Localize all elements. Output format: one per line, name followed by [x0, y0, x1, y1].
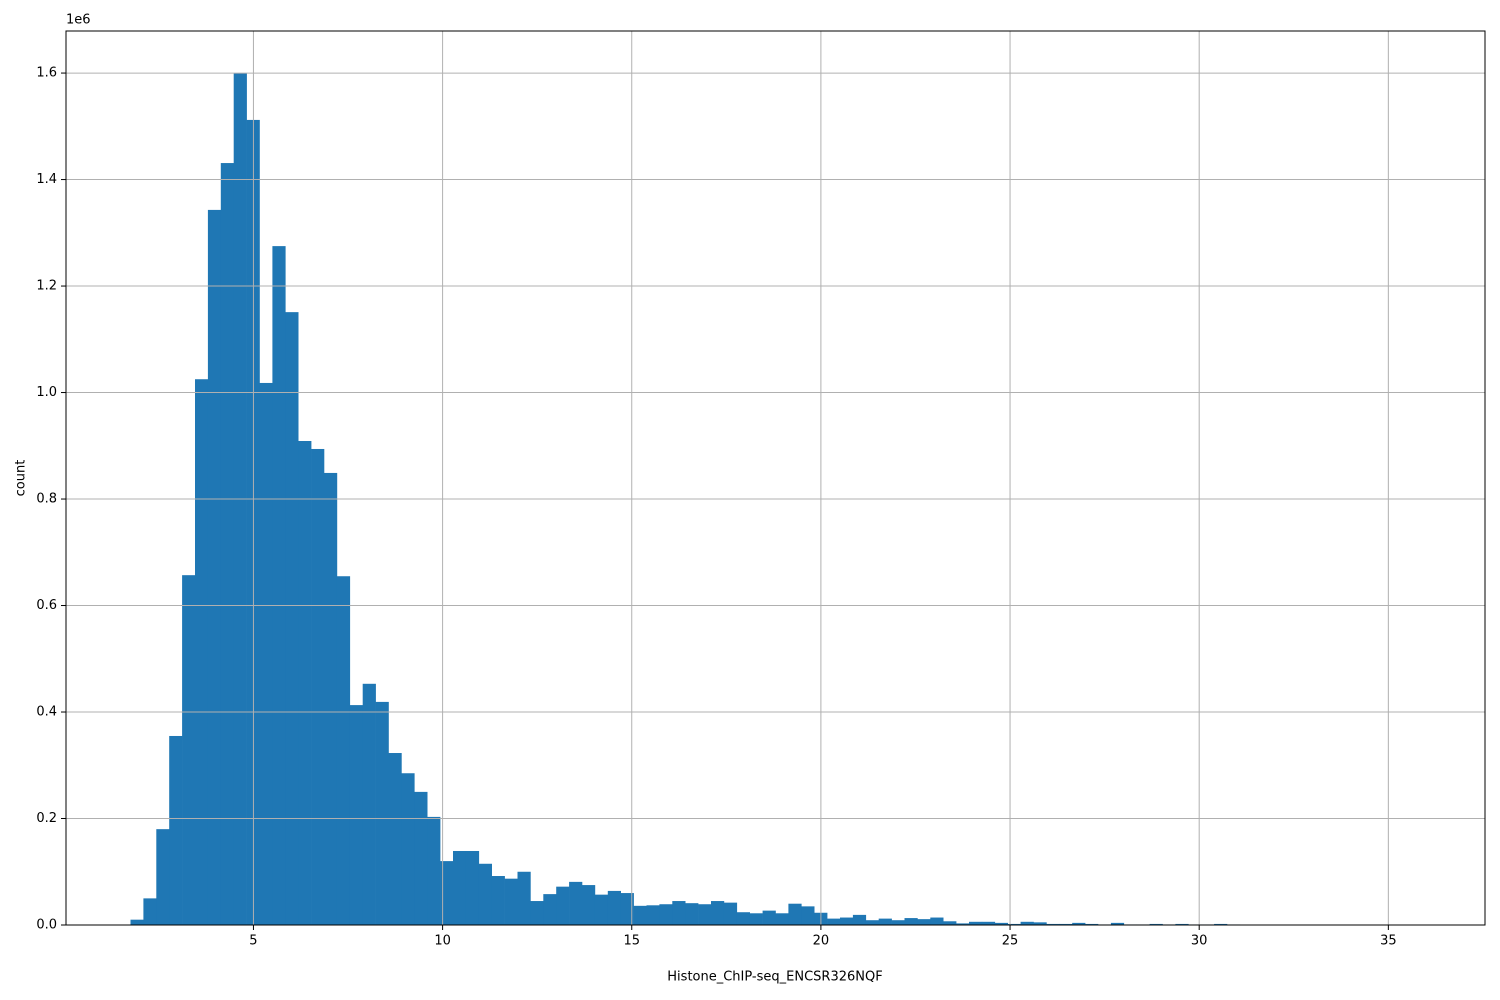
- bar: [736, 912, 750, 925]
- y-tick-label: 1.2: [36, 279, 57, 294]
- y-tick-label: 1.4: [36, 172, 57, 187]
- x-tick-label: 30: [1191, 934, 1208, 949]
- bar: [865, 920, 879, 925]
- bar: [349, 705, 363, 925]
- bar: [594, 894, 609, 925]
- bar: [698, 904, 712, 925]
- bar: [336, 576, 351, 925]
- bar: [169, 735, 183, 925]
- bar: [878, 918, 892, 925]
- bar: [582, 885, 596, 925]
- y-tick-label: 0.0: [36, 918, 57, 933]
- bar: [569, 881, 583, 925]
- bar: [530, 901, 544, 925]
- bar: [298, 440, 312, 925]
- bar: [285, 312, 299, 925]
- bar: [723, 902, 738, 925]
- bar: [375, 701, 389, 925]
- bar: [478, 863, 492, 925]
- bar: [1149, 923, 1163, 925]
- x-tick-label: 15: [623, 934, 640, 949]
- x-tick-label: 25: [1002, 934, 1019, 949]
- bar: [685, 903, 699, 925]
- bar: [943, 921, 957, 925]
- bar: [362, 683, 376, 925]
- bar: [440, 861, 454, 925]
- bar: [324, 472, 338, 925]
- bar: [788, 903, 802, 925]
- bar: [543, 894, 557, 925]
- bar: [556, 886, 570, 925]
- y-tick-label: 0.6: [36, 598, 57, 613]
- bar: [1007, 923, 1021, 925]
- bar: [1214, 923, 1228, 925]
- bar: [220, 163, 234, 925]
- bar: [801, 906, 815, 925]
- bar: [956, 923, 970, 925]
- bar: [891, 920, 905, 925]
- bar: [259, 382, 273, 925]
- y-tick-label: 0.4: [36, 705, 57, 720]
- bar: [1072, 922, 1086, 925]
- y-tick-label: 1.0: [36, 385, 57, 400]
- bar: [156, 829, 170, 925]
- bar: [994, 922, 1008, 925]
- bar: [401, 773, 415, 925]
- bar: [182, 575, 196, 925]
- bar: [633, 905, 647, 925]
- bar: [1110, 922, 1125, 925]
- bar: [607, 890, 621, 925]
- plot-area: [66, 31, 1485, 926]
- bar: [672, 901, 686, 925]
- y-tick-label: 1.6: [36, 66, 57, 81]
- bar: [414, 791, 428, 925]
- bar: [1033, 922, 1047, 925]
- bar: [852, 914, 867, 925]
- axes-frame: [65, 30, 1486, 926]
- x-axis-label: Histone_ChIP-seq_ENCSR326NQF: [667, 970, 882, 985]
- bar: [465, 850, 480, 925]
- bar: [427, 816, 441, 925]
- bar: [762, 910, 776, 925]
- bar: [311, 448, 325, 925]
- bar: [1175, 923, 1189, 925]
- bar: [827, 918, 841, 925]
- bar: [207, 209, 222, 925]
- bar: [195, 379, 209, 925]
- bar: [491, 876, 505, 925]
- y-offset-label: 1e6: [66, 13, 91, 28]
- bar: [749, 913, 763, 925]
- x-tick-label: 5: [249, 934, 257, 949]
- x-tick-label: 35: [1380, 934, 1397, 949]
- x-tick-label: 20: [813, 934, 830, 949]
- bar: [1046, 923, 1060, 925]
- bar: [620, 893, 634, 925]
- x-tick-label: 10: [434, 934, 451, 949]
- y-axis-label: count: [14, 460, 29, 497]
- bar: [969, 921, 983, 925]
- y-tick-label: 0.2: [36, 811, 57, 826]
- y-tick-label: 0.8: [36, 492, 57, 507]
- bar: [917, 919, 931, 925]
- bar: [272, 246, 286, 925]
- bar: [1085, 923, 1099, 925]
- bar: [517, 871, 531, 925]
- bar: [504, 878, 518, 925]
- bar: [981, 921, 996, 925]
- bar: [130, 919, 144, 925]
- bar: [453, 850, 467, 925]
- bar: [1020, 921, 1034, 925]
- bar: [1059, 923, 1073, 925]
- bar: [775, 913, 789, 925]
- bar: [659, 904, 673, 925]
- bar: [711, 901, 725, 925]
- bar: [904, 918, 918, 925]
- bar: [930, 917, 944, 925]
- bar: [388, 753, 402, 925]
- bar: [143, 898, 157, 925]
- bar: [840, 917, 854, 925]
- bar: [646, 905, 660, 925]
